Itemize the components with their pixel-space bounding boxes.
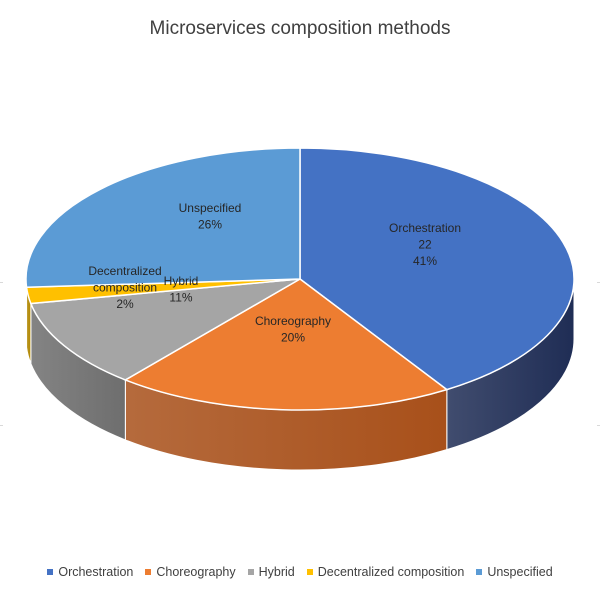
data-label-unspecified: Unspecified 26% <box>179 201 242 232</box>
legend-label: Hybrid <box>258 565 295 579</box>
pie-slice-choreography <box>123 278 449 411</box>
data-label-choreography: Choreography 20% <box>255 314 331 345</box>
legend-swatch <box>247 569 254 575</box>
data-label-hybrid: Hybrid 11% <box>164 274 199 305</box>
legend-swatch <box>145 569 152 575</box>
frame-tick-right <box>597 282 600 283</box>
legend-item: Decentralized composition <box>306 565 465 579</box>
legend-label: Choreography <box>156 565 236 579</box>
legend-item: Hybrid <box>247 565 295 579</box>
pie-slices <box>25 147 575 411</box>
frame-tick-left <box>0 425 3 426</box>
data-label-orchestration: Orchestration 22 41% <box>389 221 461 268</box>
legend-swatch <box>47 569 54 575</box>
legend-label: Orchestration <box>58 565 134 579</box>
pie-slice-hybrid <box>29 278 301 381</box>
pie-slice-unspecified <box>25 147 301 289</box>
legend-label: Unspecified <box>487 565 553 579</box>
frame-tick-left <box>0 282 3 283</box>
pie-chart: Orchestration 22 41% Choreography 20% Hybrid 1… <box>25 147 575 471</box>
chart-title: Microservices composition methods <box>149 18 451 39</box>
legend-swatch <box>306 569 313 575</box>
legend-item: Choreography <box>145 565 236 579</box>
legend-item: Unspecified <box>476 565 553 579</box>
frame-tick-right <box>597 425 600 426</box>
legend-label: Decentralized composition <box>317 565 465 579</box>
pie-labels: Orchestration 22 41% Choreography 20% Hybrid 1… <box>88 201 461 345</box>
pie-slice-orchestration <box>299 147 575 391</box>
data-label-decentralized-composition: Decentralized composition 2% <box>88 264 161 311</box>
legend-swatch <box>476 569 483 575</box>
legend: Orchestration Choreography Hybrid Decentral… <box>0 565 600 579</box>
legend-item: Orchestration <box>47 565 133 579</box>
